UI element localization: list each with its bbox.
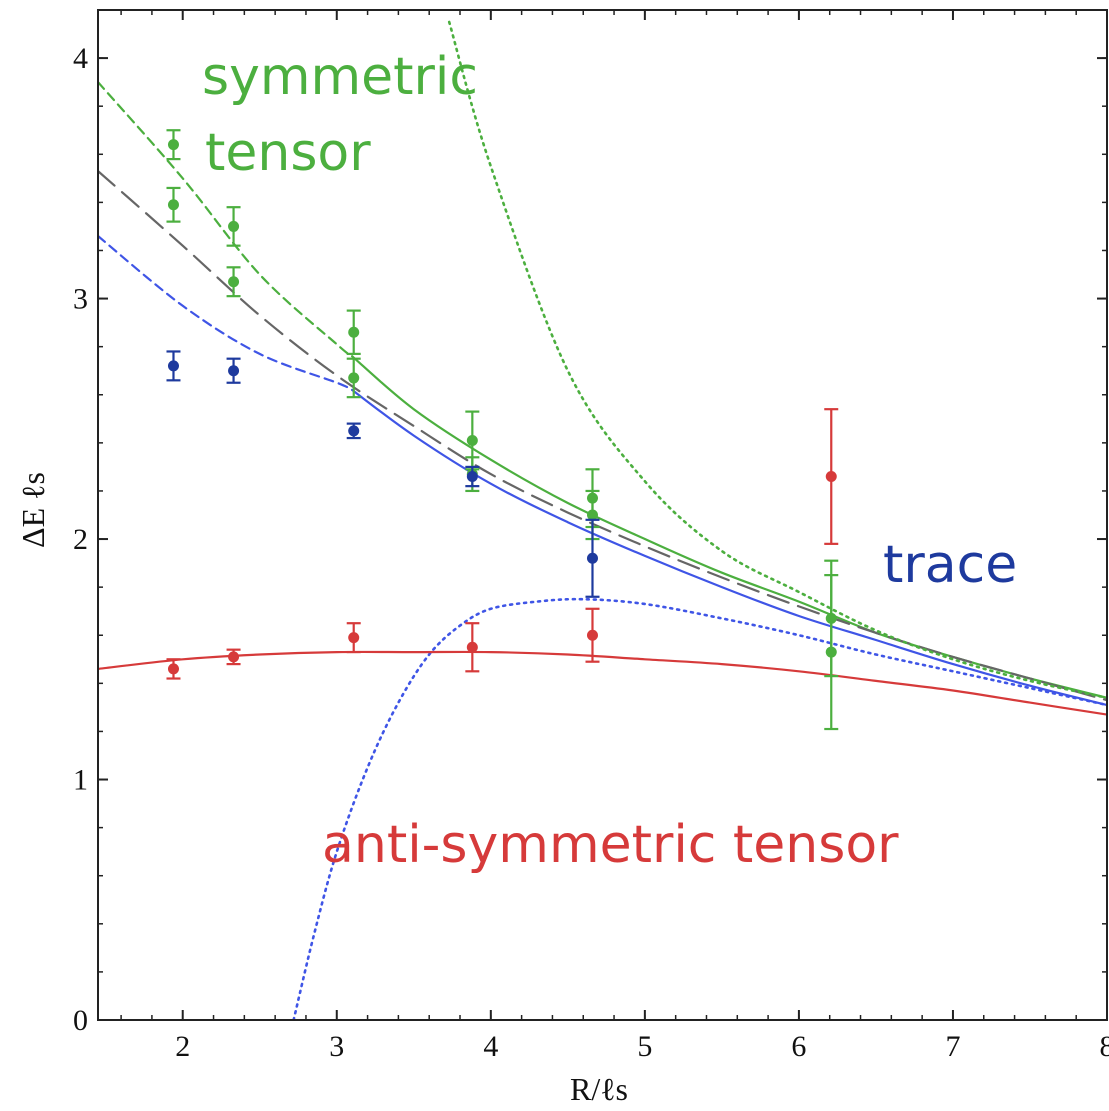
y-tick-label: 2 bbox=[73, 523, 88, 556]
symmetric-marker bbox=[167, 139, 179, 151]
curve-red-solid bbox=[98, 650, 1107, 716]
x-tick-label: 3 bbox=[329, 1030, 344, 1063]
plot-frame bbox=[97, 9, 1108, 1021]
symmetric-marker bbox=[466, 434, 478, 446]
anti_symmetric-marker bbox=[466, 641, 478, 653]
points-layer bbox=[166, 129, 839, 731]
x-tick-label: 2 bbox=[175, 1030, 190, 1063]
ticks-layer: 2 3 4 5 6 7 8 0 1 2 3 4 bbox=[73, 10, 1109, 1063]
x-tick-label: 6 bbox=[791, 1030, 806, 1063]
trace-marker bbox=[167, 360, 179, 372]
symmetric-data-point bbox=[824, 574, 839, 731]
y-tick-label: 4 bbox=[73, 42, 88, 75]
curve-blue-dotted bbox=[292, 597, 1107, 1020]
curve-gray-dashed bbox=[98, 170, 1107, 702]
anti_symmetric-data-point bbox=[166, 658, 181, 680]
anti_symmetric-data-point bbox=[585, 607, 600, 663]
trace-marker bbox=[228, 365, 240, 377]
curve-green-dashed bbox=[98, 81, 354, 358]
symmetric-marker bbox=[825, 646, 837, 658]
x-axis-label: R/ℓs bbox=[570, 1071, 628, 1107]
anti_symmetric-marker bbox=[167, 663, 179, 675]
y-tick-label: 0 bbox=[73, 1004, 88, 1037]
curve-green-dotted bbox=[447, 20, 1107, 700]
y-tick-label: 3 bbox=[73, 283, 88, 316]
anti_symmetric-marker bbox=[825, 471, 837, 483]
trace-data-point bbox=[465, 465, 480, 488]
annotation-tensor: tensor bbox=[205, 123, 371, 183]
trace-data-point bbox=[346, 422, 361, 440]
symmetric-marker bbox=[348, 326, 360, 338]
anti_symmetric-data-point bbox=[226, 648, 241, 666]
anti_symmetric-marker bbox=[228, 651, 240, 663]
x-tick-label: 4 bbox=[483, 1030, 498, 1063]
trace-marker bbox=[586, 552, 598, 564]
y-axis-label: ΔE ℓs bbox=[15, 472, 51, 548]
trace-data-point bbox=[585, 518, 600, 598]
annotation-symmetric: symmetric bbox=[202, 47, 478, 107]
annotation-trace: trace bbox=[883, 535, 1017, 595]
trace-marker bbox=[348, 425, 360, 437]
symmetric-marker bbox=[586, 509, 598, 521]
anti_symmetric-data-point bbox=[824, 408, 839, 545]
symmetric-data-point bbox=[166, 186, 181, 223]
symmetric-marker bbox=[167, 199, 179, 211]
symmetric-data-point bbox=[226, 206, 241, 247]
symmetric-marker bbox=[228, 220, 240, 232]
trace-data-point bbox=[226, 357, 241, 384]
symmetric-data-point bbox=[346, 357, 361, 399]
trace-marker bbox=[466, 471, 478, 483]
anti_symmetric-data-point bbox=[465, 622, 480, 673]
trace-data-point bbox=[166, 350, 181, 382]
x-tick-label: 8 bbox=[1100, 1030, 1109, 1063]
symmetric-data-point bbox=[346, 309, 361, 355]
x-tick-label: 7 bbox=[945, 1030, 960, 1063]
curves-layer bbox=[98, 20, 1107, 1020]
annotation-anti-symmetric-tensor: anti-symmetric tensor bbox=[322, 815, 899, 875]
anti_symmetric-marker bbox=[348, 632, 360, 644]
anti_symmetric-data-point bbox=[346, 622, 361, 654]
symmetric-marker bbox=[348, 372, 360, 384]
anti_symmetric-marker bbox=[586, 629, 598, 641]
curve-green-solid bbox=[351, 355, 1107, 699]
x-tick-label: 5 bbox=[637, 1030, 652, 1063]
symmetric-marker bbox=[228, 276, 240, 288]
symmetric-data-point bbox=[226, 266, 241, 298]
symmetric-data-point bbox=[166, 129, 181, 161]
y-tick-label: 1 bbox=[73, 764, 88, 797]
curve-blue-dashed bbox=[98, 234, 354, 392]
